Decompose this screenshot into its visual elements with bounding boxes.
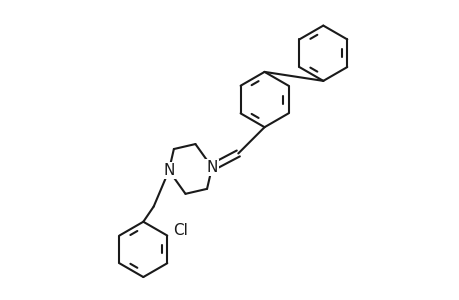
Text: N: N <box>206 160 217 175</box>
Text: N: N <box>206 160 217 175</box>
Text: N: N <box>163 163 174 178</box>
Text: Cl: Cl <box>173 223 187 238</box>
